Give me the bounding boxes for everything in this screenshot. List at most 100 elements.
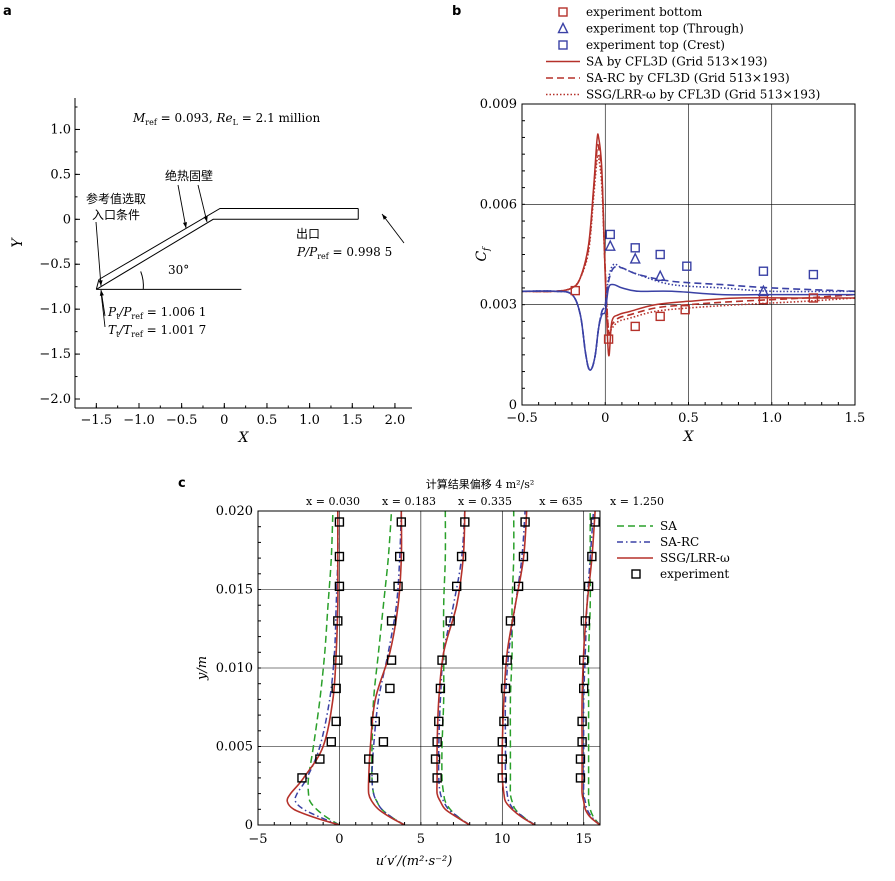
- panel-a-x-tick-label: −0.5: [166, 413, 198, 428]
- panel-c-experiment-marker: [333, 616, 343, 626]
- panel-a-label: a: [3, 4, 12, 19]
- panel-c-legend-label: experiment: [660, 567, 729, 581]
- panel-a-outlet-arrow: [381, 213, 405, 244]
- panel-c-line-0: [509, 511, 536, 825]
- panel-c-experiment-marker: [456, 551, 467, 562]
- panel-c-experiment-marker: [370, 716, 380, 727]
- panel-c-experiment-marker: [497, 737, 507, 747]
- panel-a-inlet-label-1: 参考值选取: [86, 191, 146, 206]
- panel-c-experiment-marker: [497, 773, 507, 783]
- panel-c-x-label: u′v′/(m²·s⁻²): [376, 854, 453, 869]
- panel-c-line-2: [286, 511, 340, 825]
- panel-b-y-tick-label: 0.009: [480, 97, 517, 112]
- panel-c-experiment-marker: [432, 737, 442, 747]
- panel-a-y-tick-label: 0.5: [50, 167, 71, 182]
- panel-c-experiment-marker: [575, 754, 586, 764]
- panel-a-axes: −1.5 −1.0 −0.5 0 0.5 1.0 1.5 2.0 1.0 0.5 0 −0.5 −1.0…: [10, 98, 412, 446]
- panel-b-legend-marker: [557, 21, 569, 34]
- panel-c-experiment-marker: [518, 551, 529, 562]
- panel-c-experiment-marker: [502, 655, 512, 665]
- panel-c-y-tick-label: 0.005: [216, 740, 253, 755]
- panel-c-label: c: [178, 476, 186, 491]
- panel-a-wall-arrow-2-head: [203, 216, 208, 222]
- panel-c-reynolds-stress: 计算结果偏移 4 m²/s² x = 0.030 x = 0.183 x = 0.3…: [195, 477, 730, 869]
- panel-b-marker-0: [570, 285, 580, 296]
- panel-b-line-5: [522, 154, 855, 336]
- panel-c-experiment-marker: [393, 581, 403, 592]
- panel-a-wall-arrow-2: [197, 184, 208, 223]
- panel-a-wall-label: 绝热固壁: [165, 168, 213, 183]
- panel-c-experiment-marker: [445, 616, 455, 626]
- panel-c-experiment-marker: [331, 683, 341, 694]
- panel-c-experiment-marker: [334, 581, 345, 592]
- panel-c-line-0: [371, 511, 405, 825]
- panel-c-experiment-marker: [333, 655, 343, 665]
- panel-b-y-tick-label: 0: [509, 398, 517, 413]
- panel-c-experiment-marker: [587, 551, 597, 562]
- panel-c-title: 计算结果偏移 4 m²/s²: [426, 477, 535, 491]
- panel-c-station-label: x = 1.250: [610, 495, 664, 508]
- panel-c-x-tick-label: 10: [494, 832, 511, 847]
- panel-c-station-label: x = 0.335: [458, 495, 512, 508]
- panel-b-x-tick-label: 0: [601, 411, 609, 426]
- panel-c-legend: SA SA-RC SSG/LRR-ω experiment: [617, 519, 730, 581]
- panel-c-experiment-marker: [500, 683, 511, 694]
- panel-b-marker-1: [629, 252, 641, 264]
- panel-b-x-tick-label: 1.5: [845, 411, 866, 426]
- panel-c-axes: −5 0 5 10 1500.0050.0100.0150.020u′v′/(m²·s⁻…: [195, 504, 601, 869]
- panel-b-legend-label: experiment bottom: [586, 5, 703, 19]
- panel-c-experiment-marker: [505, 616, 516, 626]
- panel-b-label: b: [452, 4, 461, 19]
- panel-a-inlet-arrow: [95, 221, 102, 287]
- panel-b-marker-1: [604, 239, 616, 251]
- panel-a-total-pressure: Pt/Pref = 1.006 1: [107, 305, 206, 321]
- panel-b-legend-label: SSG/LRR-ω by CFL3D (Grid 513×193): [586, 88, 820, 102]
- panel-a-x-tick-label: 1.5: [342, 413, 363, 428]
- panel-c-x-tick-label: −5: [248, 832, 267, 847]
- panel-b-marker-1: [654, 269, 666, 281]
- panel-b-line-8: [522, 263, 855, 371]
- panel-c-x-tick-label: 15: [575, 832, 592, 847]
- panel-c-experiment-marker: [364, 754, 374, 764]
- panel-c-experiment-marker: [580, 616, 591, 626]
- panel-a-upper-wall: [98, 208, 359, 280]
- panel-b-legend: experiment bottom experiment top (Through…: [546, 5, 820, 102]
- panel-b-y-label: Cf: [474, 246, 492, 262]
- panel-c-experiment-marker: [460, 517, 470, 527]
- panel-c-experiment-marker: [434, 716, 444, 727]
- panel-a-angle-label: 30°: [168, 263, 189, 277]
- panel-b-y-tick-label: 0.003: [480, 298, 517, 313]
- panel-c-experiment-marker: [583, 581, 594, 592]
- panel-b-x-tick-label: −0.5: [506, 411, 538, 426]
- panel-b-legend-label: SA-RC by CFL3D (Grid 513×193): [586, 71, 790, 85]
- panel-c-experiment-marker: [378, 737, 389, 747]
- panel-a-outlet-label: 出口: [296, 227, 320, 241]
- panel-a-wall-arrow-1: [177, 184, 187, 229]
- panel-c-y-label: y/m: [195, 656, 210, 681]
- panel-b-marker-1: [757, 284, 770, 297]
- panel-b-marker-2: [682, 261, 692, 271]
- panel-b-legend-label: experiment top (Crest): [586, 38, 725, 52]
- panel-c-station-label: x = 0.183: [382, 495, 436, 508]
- panel-a-freestream-conditions: Mref = 0.093, ReL = 2.1 million: [132, 111, 320, 127]
- panel-b-grid: [521, 103, 856, 406]
- panel-c-experiment-marker: [577, 716, 587, 727]
- panel-c-experiment-marker: [297, 773, 307, 783]
- panel-c-y-tick-label: 0.015: [216, 583, 253, 598]
- panel-c-station-label: x = 635: [539, 495, 582, 508]
- panel-c-experiment-marker: [396, 517, 407, 527]
- panel-a-geometry: −1.5 −1.0 −0.5 0 0.5 1.0 1.5 2.0 1.0 0.5 0 −0.5 −1.0…: [10, 98, 412, 446]
- panel-b-marker-0: [630, 321, 640, 332]
- panel-b-marker-0: [655, 311, 665, 322]
- panel-c-legend-label: SSG/LRR-ω: [660, 551, 730, 565]
- panel-a-x-tick-label: −1.0: [123, 413, 155, 428]
- panel-a-x-tick-label: −1.5: [81, 413, 113, 428]
- panel-c-experiment-marker: [437, 655, 447, 665]
- panel-b-marker-2: [808, 269, 819, 280]
- panel-c-experiment-marker: [385, 683, 395, 694]
- panel-b-x-label: X: [683, 429, 695, 445]
- panel-a-y-label: Y: [10, 237, 26, 248]
- panel-c-experiment-marker: [451, 581, 462, 592]
- panel-a-angle-arc: [140, 271, 144, 290]
